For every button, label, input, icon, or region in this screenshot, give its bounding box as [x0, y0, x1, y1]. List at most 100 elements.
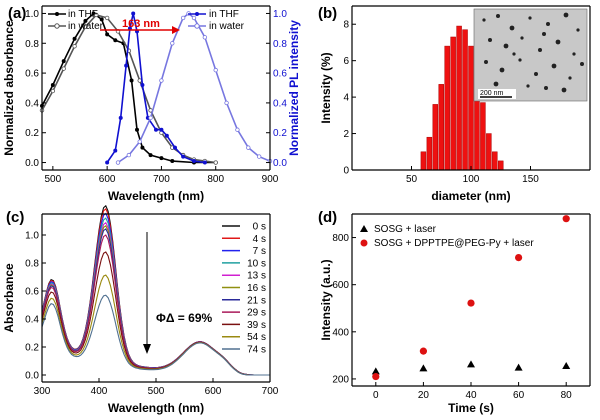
panel-a-ytick-label-5: 1.0	[25, 9, 39, 20]
panel-b-ytick-label-1: 2	[343, 129, 349, 140]
legend-d-1: SOSG + DPPTPE@PEG-Py + laser	[374, 238, 534, 249]
panel-d-series-0-point-2	[467, 360, 475, 368]
panel-c-xtick-label-3: 600	[205, 386, 222, 397]
panel-c: (c) 300 400 500 600 700 0.0 0.2 0.4 0.6 0.8 1.0 Wa…	[2, 204, 279, 415]
tem-particle-2	[509, 25, 515, 31]
panel-a-series-3-line	[117, 12, 271, 164]
panel-a-series-0-point-10	[129, 78, 134, 83]
panel-a-series-2-line	[106, 13, 206, 164]
panel-c-xtick-label-0: 300	[34, 386, 51, 397]
tem-particle-5	[563, 12, 569, 18]
panel-a-series-0-point-7	[105, 32, 110, 37]
panel-b-ytick-label-2: 4	[343, 93, 349, 104]
tem-particle-25	[542, 32, 546, 36]
panel-a-series-0-point-4	[83, 18, 88, 23]
panel-a-series-0-point-11	[134, 127, 139, 132]
panel-a-series-1-point-2	[61, 66, 66, 71]
panel-d-xlabel: Time (s)	[448, 401, 494, 415]
panel-b-bar-0	[420, 151, 427, 171]
panel-a-series-0-point-3	[72, 36, 77, 41]
tem-particle-1	[496, 14, 500, 18]
panel-a-series-1-point-3	[72, 44, 77, 49]
panel-a-ytick-label-3: 0.6	[25, 69, 39, 80]
panel-a-y2-ytick-label-5: 1.0	[273, 9, 287, 20]
panel-d-label: (d)	[318, 209, 337, 226]
legend-c-label-7: 29 s	[247, 308, 266, 319]
panel-d-series-0-point-4	[562, 361, 571, 369]
panel-c-ytick-label-5: 1.0	[25, 231, 39, 242]
panel-c-ytick-label-1: 0.2	[25, 343, 39, 354]
tem-particle-4	[546, 22, 550, 26]
tem-particles	[482, 12, 584, 93]
panel-a-ylabel: Normalized absorbance	[2, 20, 16, 156]
panel-c-ylabel: Absorbance	[2, 263, 16, 333]
panel-b-bar-8	[468, 45, 474, 171]
panel-a-series-3-point-4	[159, 78, 164, 83]
tem-particle-3	[528, 16, 532, 20]
tem-particle-7	[488, 38, 492, 42]
panel-a-series-0-point-13	[148, 153, 153, 158]
tem-particle-0	[482, 18, 486, 22]
panel-a-series-2-point-14	[191, 159, 196, 164]
panel-b-ylabel: Intensity (%)	[319, 52, 333, 123]
panel-a-plot	[39, 11, 273, 165]
panel-c-ytick-label-2: 0.4	[25, 315, 39, 326]
panel-a-series-2-point-0	[105, 160, 110, 165]
panel-a-series-2-point-10	[159, 127, 164, 132]
panel-b-bar-12	[492, 151, 498, 171]
panel-a-series-2-point-5	[131, 11, 136, 16]
panel-b-plot	[420, 25, 504, 171]
panel-a-series-2-point-15	[202, 160, 207, 165]
tem-particle-11	[555, 39, 561, 45]
legend-a-left-0: in THF	[68, 9, 98, 20]
panel-a-series-1-point-16	[213, 160, 218, 165]
panel-a-xtick-label-1: 600	[99, 174, 116, 185]
panel-a-series-1-point-1	[50, 88, 56, 94]
panel-a-xlabel: Wavelength (nm)	[108, 189, 204, 203]
panel-c-quantum-yield: ΦΔ = 69%	[156, 311, 212, 325]
panel-a-ytick-label-4: 0.8	[25, 39, 39, 50]
panel-a-series-3-point-9	[202, 35, 208, 40]
panel-b: (b) 50 100 150 0 2 4 6 8 diameter (nm) Intensit…	[318, 5, 591, 203]
tem-particle-6	[576, 28, 580, 32]
panel-a-y2-ytick-label-2: 0.4	[273, 98, 287, 109]
panel-d-series-1-point-0	[372, 372, 380, 381]
panel-a-ticks: 500 600 700 800 900 0.0 0.2 0.4 0.6 0.8 1.0 0.0 0.2 0…	[25, 9, 287, 185]
panel-a-series-3-point-6	[180, 15, 186, 21]
panel-a-series-3-point-8	[191, 15, 197, 21]
panel-a-series-3-point-1	[126, 152, 132, 158]
panel-a-series-2-point-11	[164, 133, 169, 138]
panel-b-xlabel: diameter (nm)	[431, 189, 510, 203]
panel-d-series-0-point-0	[371, 367, 380, 375]
panel-d-ticks: 0 20 40 60 80 200 400 600 800	[332, 233, 572, 401]
panel-b-bar-11	[486, 133, 492, 171]
panel-d-ytick-label-0: 200	[332, 374, 349, 385]
legend-d-0: SOSG + laser	[374, 224, 437, 235]
panel-a-xtick-label-2: 700	[153, 174, 170, 185]
panel-a-y2label: Normalized PL intensity	[287, 20, 301, 156]
panel-a-series-1-point-9	[137, 78, 142, 83]
panel-a: (a) 500 600 700 800 900 0.0 0.2 0.4 0.6 0.8 1.0 0.0…	[2, 5, 301, 203]
panel-a-series-3-point-5	[170, 41, 175, 46]
legend-c-label-0: 0 s	[253, 222, 266, 233]
panel-b-ytick-label-0: 0	[343, 166, 349, 177]
legend-a-left-1: in water	[68, 21, 104, 32]
panel-a-series-3-point-13	[246, 145, 251, 150]
tem-particle-18	[568, 76, 572, 80]
tem-particle-9	[520, 36, 524, 40]
panel-a-series-3-point-0	[115, 160, 121, 165]
panel-b-bar-10	[480, 102, 486, 171]
panel-b-bar-6	[456, 25, 462, 171]
panel-a-legend: in THF in water in THF in water	[48, 9, 245, 32]
panel-d-plot	[371, 215, 571, 381]
legend-c-label-8: 39 s	[247, 320, 266, 331]
tem-particle-24	[512, 52, 516, 56]
panel-a-series-3-point-12	[235, 127, 240, 132]
panel-a-y2-ytick-label-3: 0.6	[273, 69, 287, 80]
panel-d-xtick-label-4: 80	[561, 390, 573, 401]
tem-particle-17	[551, 63, 557, 69]
panel-d: (d) 0 20 40 60 80 200 400 600 800 Time (s) Inten…	[318, 209, 591, 415]
panel-d-ytick-label-2: 600	[332, 280, 349, 291]
panel-c-series-7	[41, 234, 270, 376]
